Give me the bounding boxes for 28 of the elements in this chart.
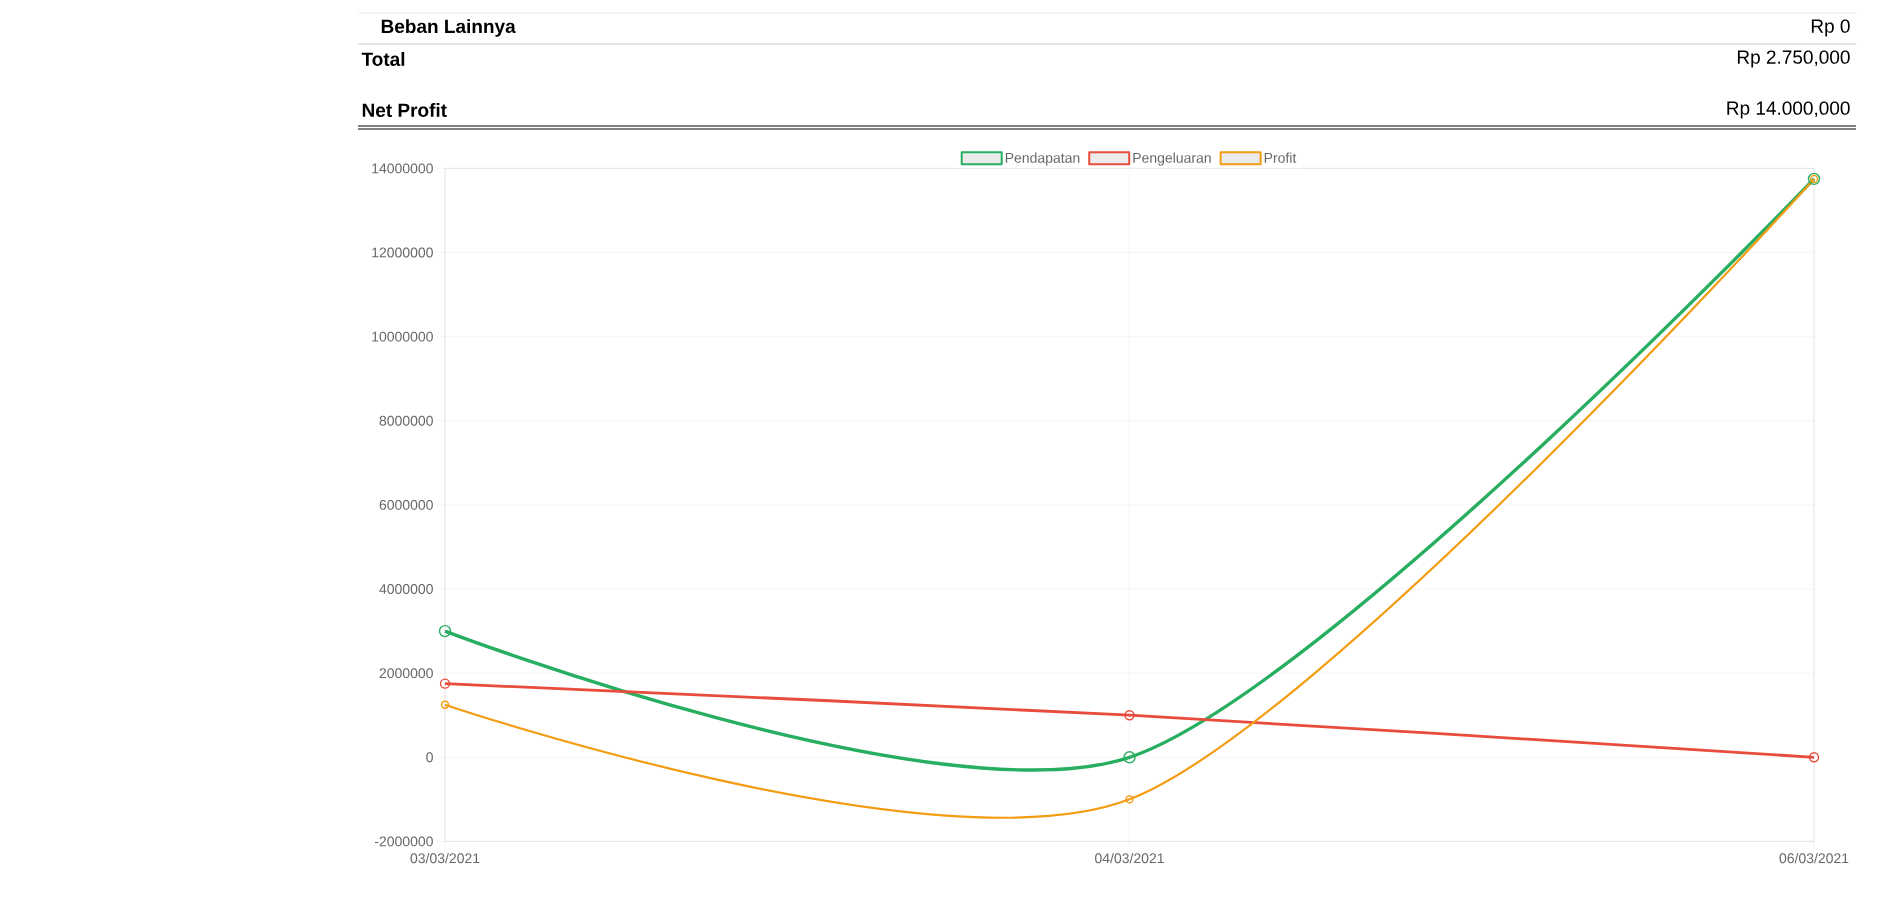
legend-label: Profit <box>1264 152 1297 163</box>
text: Rp 14.000,000 <box>1727 101 1850 119</box>
text: Net Profit <box>362 103 447 117</box>
y-tick-label: 4000000 <box>379 584 433 594</box>
y-tick-label: 2000000 <box>379 668 433 679</box>
point <box>1808 752 1820 763</box>
text: Rp 0 <box>1811 19 1850 37</box>
x-tick-label: 06/03/2021 <box>1779 852 1849 864</box>
legend-label: Pengeluaran <box>1133 152 1211 166</box>
y-tick-label: 8000000 <box>379 415 433 426</box>
y-tick-label: 0 <box>426 752 433 763</box>
point <box>1125 795 1134 804</box>
point <box>439 678 451 689</box>
y-tick-label: 6000000 <box>379 499 433 510</box>
text: Beban Lainnya <box>381 19 516 37</box>
legend-label: Pendapatan <box>1005 152 1080 166</box>
text: Total <box>361 52 405 66</box>
text: Rp 2.750,000 <box>1737 50 1850 68</box>
y-tick-label: 14000000 <box>372 163 433 174</box>
y-tick-label: 12000000 <box>372 247 433 258</box>
point <box>438 624 452 638</box>
point <box>1123 751 1136 764</box>
x-tick-label: 03/03/2021 <box>410 852 480 864</box>
y-tick-label: 10000000 <box>372 331 433 342</box>
point <box>440 700 450 709</box>
x-tick-label: 04/03/2021 <box>1095 852 1164 864</box>
y-tick-label: -2000000 <box>374 836 433 847</box>
point <box>1124 710 1135 721</box>
